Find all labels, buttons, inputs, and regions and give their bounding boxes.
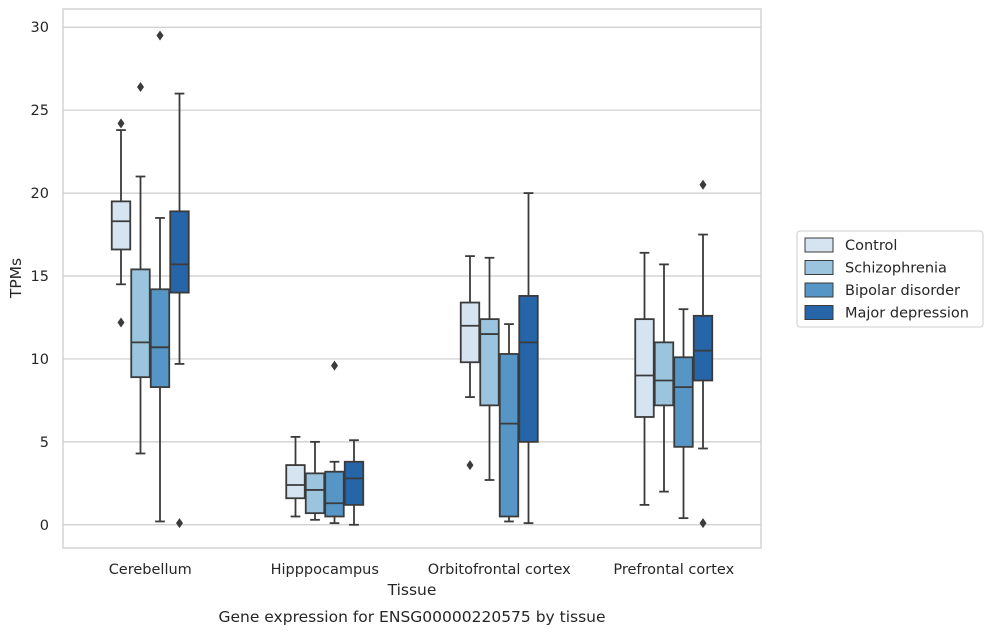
legend-swatch <box>804 260 834 275</box>
y-tick-label: 15 <box>31 269 49 285</box>
box-schizophrenia <box>479 256 500 481</box>
legend-swatch <box>804 305 834 320</box>
box-major-depression <box>343 439 365 526</box>
y-tick-label: 20 <box>31 186 49 202</box>
box-iqr <box>149 288 171 389</box>
outlier-point <box>117 118 125 129</box>
x-tick-label: Prefrontal cortex <box>613 562 734 578</box>
box-iqr <box>692 314 714 382</box>
outlier-point <box>699 179 707 190</box>
plot-frame <box>62 8 762 549</box>
x-tick-label: Cerebellum <box>109 562 192 578</box>
legend-frame <box>796 230 984 328</box>
outlier-point <box>331 360 338 371</box>
y-tick-label: 25 <box>31 103 49 119</box>
y-tick-label: 10 <box>31 352 49 368</box>
box-iqr <box>324 470 345 518</box>
y-tick-label: 5 <box>40 435 49 451</box>
legend: Control Schizophrenia Bipolar disorder Majo… <box>796 230 984 328</box>
box-iqr <box>673 356 694 448</box>
box-major-depression <box>692 179 714 529</box>
box-bipolar-disorder <box>673 308 694 520</box>
y-tick-label: 0 <box>40 518 49 534</box>
box-major-depression <box>169 92 190 529</box>
legend-swatch <box>804 282 834 298</box>
grid-lines <box>63 26 761 526</box>
box-bipolar-disorder <box>324 360 345 525</box>
box-iqr <box>518 295 539 443</box>
box-iqr <box>653 341 675 407</box>
box-iqr <box>498 353 520 518</box>
box-iqr <box>110 200 132 251</box>
box-iqr <box>169 210 190 294</box>
box-iqr <box>130 268 151 379</box>
legend-label: Bipolar disorder <box>845 283 960 299</box>
chart-caption: Gene expression for ENSG00000220575 by t… <box>218 608 605 626</box>
box-control <box>634 251 655 506</box>
box-iqr <box>634 318 655 418</box>
box-iqr <box>343 460 365 506</box>
x-tick-label: Hipppocampus <box>271 562 379 578</box>
outlier-point <box>137 81 144 92</box>
y-tick-labels: 0 5 10 15 20 25 30 <box>31 20 49 534</box>
box-bipolar-disorder <box>149 30 171 523</box>
outlier-point <box>176 518 183 529</box>
outlier-point <box>466 460 474 471</box>
x-tick-labels: Cerebellum Hipppocampus Orbitofrontal cort… <box>109 562 735 578</box>
box-iqr <box>459 301 481 364</box>
legend-label: Major depression <box>845 306 969 322</box>
y-tick-label: 30 <box>31 20 49 36</box>
y-axis-label: TPMs <box>7 258 25 299</box>
outlier-point <box>699 518 707 529</box>
box-iqr <box>479 318 500 407</box>
x-tick-label: Orbitofrontal cortex <box>428 562 571 578</box>
legend-label: Control <box>845 238 897 254</box>
box-iqr <box>304 472 326 515</box>
legend-swatch <box>804 237 834 253</box>
box-iqr <box>285 464 306 500</box>
x-axis-label: Tissue <box>387 581 437 599</box>
box-schizophrenia <box>653 263 675 493</box>
box-control <box>285 435 306 518</box>
box-control <box>459 255 481 471</box>
outlier-point <box>156 30 164 41</box>
box-bipolar-disorder <box>498 323 520 523</box>
box-schizophrenia <box>304 440 326 521</box>
boxes <box>110 30 714 529</box>
box-schizophrenia <box>130 81 151 455</box>
box-control <box>110 118 132 328</box>
outlier-point <box>117 317 125 328</box>
box-major-depression <box>518 192 539 525</box>
legend-label: Schizophrenia <box>845 261 947 277</box>
